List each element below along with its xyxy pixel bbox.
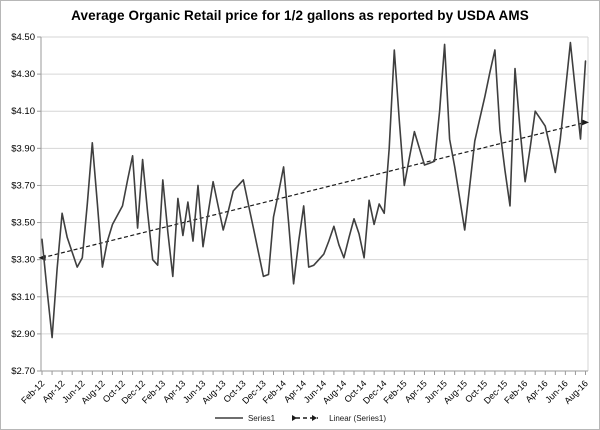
series-line-swatch [214, 417, 243, 419]
trend-line-swatch [292, 415, 319, 421]
trend-line [38, 119, 590, 261]
legend: Series1 Linear (Series1) [1, 413, 599, 423]
plot-area: $2.70 $2.90 $3.10 $3.30 $3.50 $3.70 $3.90 $4.10… [11, 32, 590, 406]
x-axis-label: Feb-12 [19, 378, 46, 405]
y-axis-label: $2.90 [11, 329, 35, 340]
legend-series-label: Series1 [247, 413, 276, 423]
y-axis-label: $2.70 [11, 366, 35, 377]
series-line [41, 41, 587, 339]
legend-item-series1: Series1 [214, 414, 275, 423]
y-axis-label: $4.50 [11, 32, 35, 43]
y-axis-label: $3.30 [11, 255, 35, 266]
y-axis-label: $4.10 [11, 106, 35, 117]
right-arrow-icon [312, 415, 318, 421]
left-arrow-icon [292, 415, 298, 421]
y-axis-label: $3.50 [11, 218, 35, 229]
y-axis-label: $3.10 [11, 292, 35, 303]
y-axis-label: $3.70 [11, 180, 35, 191]
y-axis-label: $4.30 [11, 69, 35, 80]
y-axis-label: $3.90 [11, 143, 35, 154]
legend-trend-label: Linear (Series1) [329, 413, 387, 423]
chart-title: Average Organic Retail price for 1/2 gal… [71, 8, 529, 23]
legend-item-linear: Linear (Series1) [289, 413, 386, 423]
